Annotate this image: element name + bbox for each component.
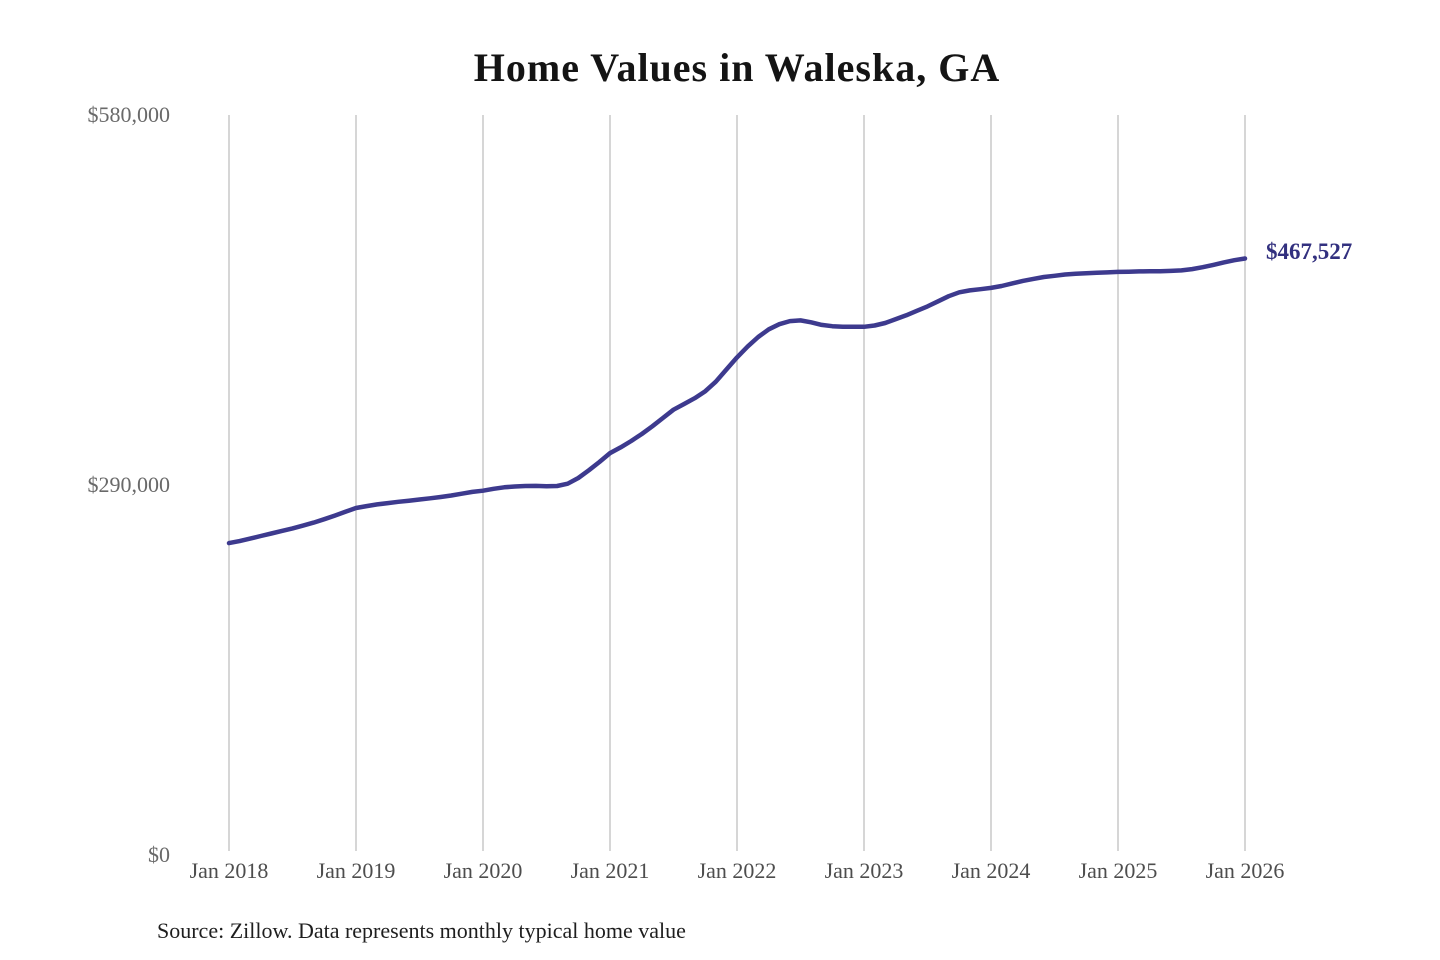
x-axis-tick-label: Jan 2021 — [570, 858, 650, 883]
x-axis-tick-label: Jan 2025 — [1078, 858, 1158, 883]
source-note: Source: Zillow. Data represents monthly … — [157, 918, 686, 943]
x-axis-tick-label: Jan 2022 — [697, 858, 777, 883]
y-axis-tick-label: $580,000 — [87, 102, 171, 127]
x-axis-tick-label: Jan 2019 — [316, 858, 396, 883]
x-axis-tick-label: Jan 2024 — [951, 858, 1031, 883]
y-axis-tick-label: $0 — [148, 842, 170, 867]
x-axis-tick-label: Jan 2026 — [1205, 858, 1285, 883]
y-axis-tick-label: $290,000 — [87, 472, 171, 497]
x-axis-tick-label: Jan 2020 — [443, 858, 523, 883]
x-axis-tick-label: Jan 2023 — [824, 858, 904, 883]
x-axis-tick-label: Jan 2018 — [189, 858, 269, 883]
series-end-value-label: $467,527 — [1266, 239, 1353, 264]
chart-title: Home Values in Waleska, GA — [473, 45, 1001, 90]
home-value-line — [226, 256, 1248, 546]
